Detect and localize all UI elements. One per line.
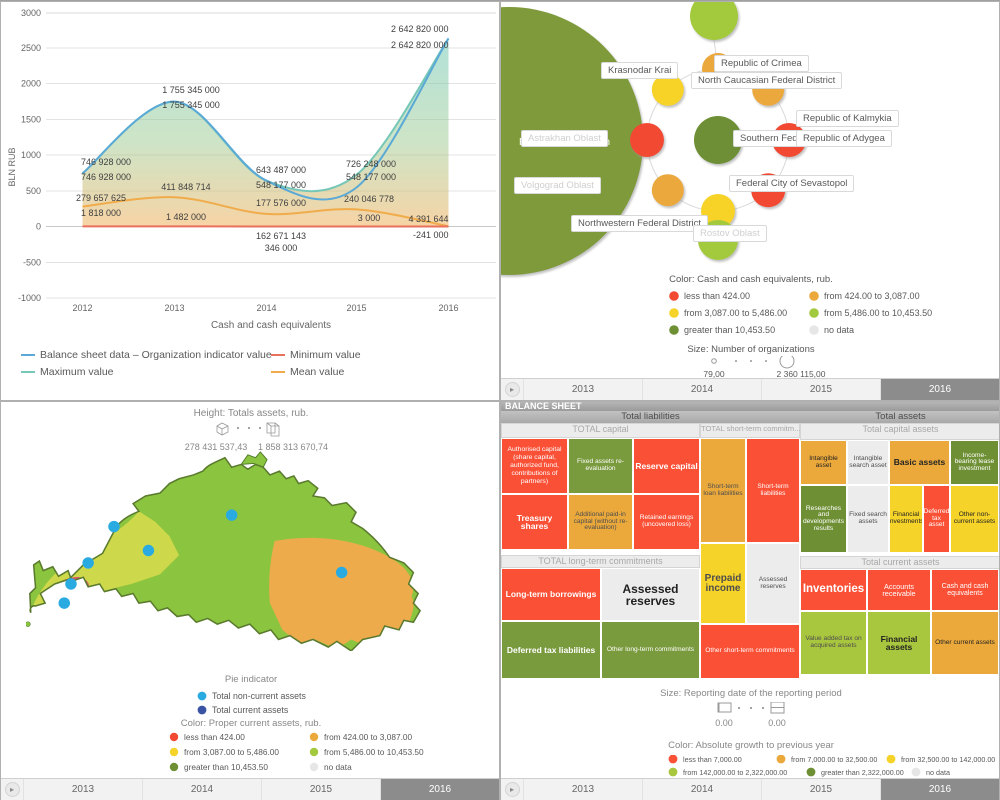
svg-text:from 3,087.00 to 5,486.00: from 3,087.00 to 5,486.00 (684, 308, 787, 318)
svg-text:500: 500 (26, 186, 41, 196)
svg-text:2012: 2012 (72, 303, 92, 313)
svg-text:3000: 3000 (21, 8, 41, 18)
svg-text:-241 000: -241 000 (413, 230, 449, 240)
svg-text:1 482 000: 1 482 000 (166, 212, 206, 222)
svg-text:less than 424.00: less than 424.00 (684, 291, 750, 301)
svg-text:548 177 000: 548 177 000 (256, 180, 306, 190)
svg-text:from 7,000.00 to 32,500.00: from 7,000.00 to 32,500.00 (791, 755, 877, 764)
svg-text:346 000: 346 000 (265, 243, 298, 253)
svg-text:no data: no data (824, 325, 854, 335)
svg-text:greater than 10,453.50: greater than 10,453.50 (684, 325, 775, 335)
svg-text:1 818 000: 1 818 000 (81, 208, 121, 218)
svg-text:greater than 2,322,000.00: greater than 2,322,000.00 (821, 768, 904, 777)
svg-text:726 248 000: 726 248 000 (346, 159, 396, 169)
svg-text:177 576 000: 177 576 000 (256, 198, 306, 208)
svg-text:2 642 820 000: 2 642 820 000 (391, 40, 449, 50)
svg-text:from 424.00 to 3,087.00: from 424.00 to 3,087.00 (824, 291, 920, 301)
svg-text:2013: 2013 (164, 303, 184, 313)
svg-text:2016: 2016 (438, 303, 458, 313)
svg-text:1 755 345 000: 1 755 345 000 (162, 85, 220, 95)
svg-text:from 5,486.00 to 10,453.50: from 5,486.00 to 10,453.50 (824, 308, 932, 318)
svg-text:Total non-current assets: Total non-current assets (212, 691, 306, 701)
svg-text:from 32,500.00 to 142,000.00: from 32,500.00 to 142,000.00 (901, 755, 995, 764)
svg-text:no data: no data (926, 768, 950, 777)
svg-text:240 046 778: 240 046 778 (344, 194, 394, 204)
svg-text:-1000: -1000 (18, 293, 41, 303)
svg-text:greater than 10,453.50: greater than 10,453.50 (184, 762, 268, 772)
svg-text:746 928 000: 746 928 000 (81, 157, 131, 167)
svg-text:2014: 2014 (256, 303, 276, 313)
svg-text:less than 7,000.00: less than 7,000.00 (683, 755, 742, 764)
svg-text:2500: 2500 (21, 43, 41, 53)
svg-text:746 928 000: 746 928 000 (81, 172, 131, 182)
svg-text:2000: 2000 (21, 79, 41, 89)
svg-text:411 848 714: 411 848 714 (161, 182, 210, 192)
svg-text:Total current assets: Total current assets (212, 705, 289, 715)
svg-text:from 3,087.00 to 5,486.00: from 3,087.00 to 5,486.00 (184, 747, 279, 757)
svg-text:2 642 820 000: 2 642 820 000 (391, 24, 449, 34)
svg-text:279 657 625: 279 657 625 (76, 193, 126, 203)
svg-text:0: 0 (36, 222, 41, 232)
svg-text:-500: -500 (23, 258, 41, 268)
svg-text:from 5,486.00 to 10,453.50: from 5,486.00 to 10,453.50 (324, 747, 424, 757)
svg-text:BLN RUB: BLN RUB (7, 147, 17, 186)
svg-text:0.00: 0.00 (768, 718, 786, 728)
svg-text:1500: 1500 (21, 115, 41, 125)
svg-text:Cash and cash equivalents: Cash and cash equivalents (211, 320, 331, 331)
svg-text:1000: 1000 (21, 150, 41, 160)
svg-text:548 177 000: 548 177 000 (346, 172, 396, 182)
svg-text:2015: 2015 (346, 303, 366, 313)
svg-text:4 391 644: 4 391 644 (408, 214, 448, 224)
svg-text:0.00: 0.00 (715, 718, 733, 728)
svg-text:162 671 143: 162 671 143 (256, 231, 306, 241)
svg-text:from 424.00 to 3,087.00: from 424.00 to 3,087.00 (324, 732, 412, 742)
svg-text:643 487 000: 643 487 000 (256, 165, 306, 175)
svg-text:3 000: 3 000 (358, 213, 381, 223)
svg-text:1 755 345 000: 1 755 345 000 (162, 100, 220, 110)
svg-text:no data: no data (324, 762, 352, 772)
svg-text:less than 424.00: less than 424.00 (184, 732, 245, 742)
svg-text:from 142,000.00 to 2,322,000.0: from 142,000.00 to 2,322,000.00 (683, 768, 787, 777)
